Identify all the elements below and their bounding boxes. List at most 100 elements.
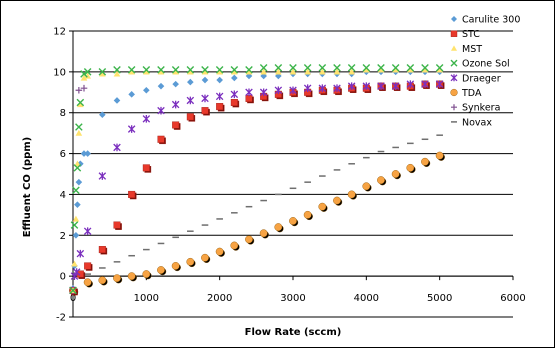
data-point <box>84 150 91 157</box>
y-tick-label: 8 <box>60 108 66 119</box>
x-tick-label: 2000 <box>207 293 232 304</box>
data-point <box>318 63 327 72</box>
data-point <box>186 257 195 266</box>
data-point <box>421 80 429 88</box>
data-point <box>274 223 283 232</box>
data-point <box>142 164 150 172</box>
data-point <box>450 74 458 82</box>
data-point <box>142 66 151 74</box>
x-tick-label: 5000 <box>427 293 452 304</box>
data-point <box>303 84 312 92</box>
data-point <box>84 262 92 270</box>
data-point <box>259 229 268 238</box>
data-point <box>421 66 429 73</box>
data-point <box>451 16 457 22</box>
series-novax <box>84 134 443 275</box>
y-axis-label: Effluent CO (ppm) <box>22 137 33 237</box>
data-point <box>450 30 458 37</box>
x-tick-label: 3000 <box>280 293 305 304</box>
data-point <box>347 190 356 199</box>
data-point <box>304 68 311 75</box>
data-point <box>113 66 121 74</box>
series-carulite-300 <box>69 68 443 292</box>
data-point <box>333 84 341 92</box>
data-point <box>362 82 371 90</box>
data-point <box>75 129 83 136</box>
data-point <box>406 163 415 172</box>
data-point <box>333 68 341 75</box>
data-point <box>362 182 371 191</box>
data-point <box>172 80 179 88</box>
data-point <box>348 68 355 75</box>
data-point <box>98 172 107 180</box>
data-marks <box>69 63 445 296</box>
data-point <box>275 68 282 75</box>
data-point <box>127 66 136 74</box>
data-point <box>216 103 224 111</box>
legend-label: Carulite 300 <box>462 15 520 26</box>
data-point <box>363 66 370 73</box>
data-point <box>450 88 458 97</box>
data-point <box>113 70 121 77</box>
data-point <box>186 113 194 121</box>
data-point <box>245 88 253 97</box>
data-point <box>142 115 151 123</box>
data-point <box>289 217 297 225</box>
data-point <box>84 72 91 79</box>
data-point <box>421 157 429 166</box>
y-tick-label: 4 <box>60 190 66 201</box>
data-point <box>435 80 444 88</box>
data-point <box>72 186 80 195</box>
data-point <box>201 68 209 75</box>
data-point <box>303 63 312 72</box>
data-point <box>201 76 209 84</box>
legend-label: MST <box>462 44 482 55</box>
data-point <box>74 201 81 208</box>
data-point <box>435 151 444 160</box>
data-point <box>436 66 443 73</box>
data-point <box>77 101 84 108</box>
data-point <box>128 91 135 98</box>
data-point <box>186 96 195 105</box>
y-tick-label: 0 <box>60 272 66 283</box>
y-tick-label: 10 <box>53 67 66 78</box>
legend-label: STC <box>462 29 480 40</box>
data-point <box>172 121 180 129</box>
data-point <box>216 76 223 84</box>
data-point <box>72 268 81 276</box>
data-point <box>80 74 88 81</box>
data-point <box>391 63 400 72</box>
data-point <box>377 176 385 185</box>
data-point <box>187 68 194 75</box>
data-point <box>157 68 165 75</box>
data-point <box>231 74 238 82</box>
data-point <box>73 164 82 172</box>
data-point <box>333 63 341 72</box>
legend-item: Carulite 300 <box>451 15 520 26</box>
data-point <box>99 111 106 119</box>
legend-item: STC <box>450 29 480 40</box>
data-point <box>377 66 385 73</box>
data-point <box>260 68 267 75</box>
data-point <box>216 68 223 75</box>
data-point <box>451 104 457 111</box>
data-point <box>435 63 444 72</box>
data-point <box>230 241 239 250</box>
data-point <box>75 178 83 186</box>
data-point <box>318 84 327 92</box>
data-point <box>157 135 165 143</box>
data-point <box>143 68 150 75</box>
series-synkera <box>75 84 88 94</box>
series-tda <box>69 151 445 296</box>
data-point <box>347 63 356 72</box>
data-point <box>230 66 239 74</box>
data-point <box>172 68 179 75</box>
x-tick-label: 6000 <box>500 293 525 304</box>
data-point <box>72 231 80 239</box>
data-point <box>157 106 165 115</box>
data-point <box>83 227 92 235</box>
data-point <box>274 63 283 72</box>
data-point <box>157 266 165 274</box>
